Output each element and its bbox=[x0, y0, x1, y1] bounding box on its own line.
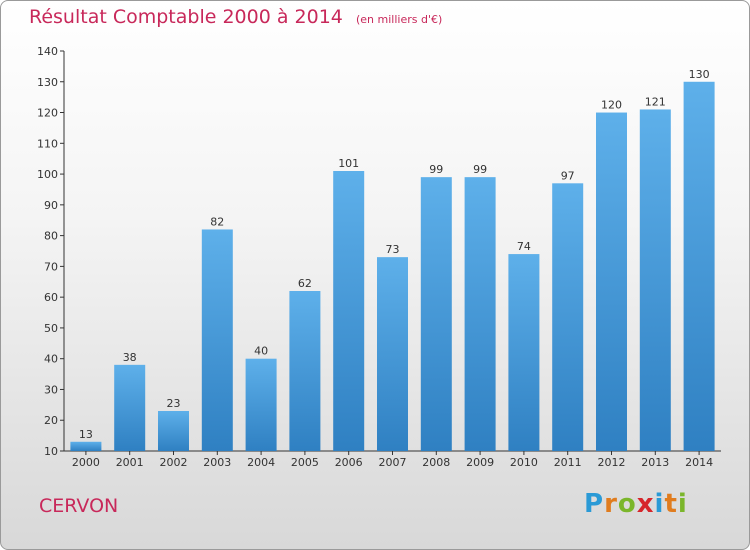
y-tick-label: 90 bbox=[44, 199, 58, 212]
y-tick-label: 20 bbox=[44, 414, 58, 427]
data-label: 62 bbox=[298, 277, 312, 290]
x-tick-label: 2014 bbox=[685, 456, 713, 469]
bar bbox=[639, 109, 671, 451]
bar bbox=[114, 364, 146, 451]
data-label: 40 bbox=[254, 345, 268, 358]
chart-title: Résultat Comptable 2000 à 2014 (en milli… bbox=[29, 6, 442, 28]
data-label: 120 bbox=[601, 99, 622, 112]
y-tick-label: 140 bbox=[37, 45, 58, 58]
x-tick-label: 2001 bbox=[116, 456, 144, 469]
x-tick-label: 2008 bbox=[422, 456, 450, 469]
labels: 2000 13 2001 38 2002 23 2003 82 2004 40 2005 62 2006… bbox=[72, 68, 713, 469]
data-label: 82 bbox=[210, 215, 224, 228]
bar bbox=[596, 112, 627, 452]
x-tick-label: 2003 bbox=[203, 456, 231, 469]
data-label: 101 bbox=[338, 157, 359, 170]
title-unit: (en milliers d'€) bbox=[355, 13, 443, 26]
data-label: 99 bbox=[429, 163, 443, 176]
logo-letter: P bbox=[584, 489, 605, 519]
bar bbox=[683, 81, 715, 452]
proxiti-logo: Proxiti bbox=[584, 489, 688, 519]
bar bbox=[245, 358, 277, 451]
x-tick-label: 2000 bbox=[72, 456, 100, 469]
x-tick-label: 2012 bbox=[598, 456, 626, 469]
bar bbox=[158, 411, 189, 451]
bar bbox=[333, 171, 365, 451]
x-tick-label: 2007 bbox=[379, 456, 407, 469]
logo-letter: i bbox=[654, 489, 665, 519]
y-tick-label: 70 bbox=[44, 260, 58, 273]
x-tick-label: 2002 bbox=[160, 456, 188, 469]
bar bbox=[420, 177, 452, 451]
data-label: 23 bbox=[167, 397, 181, 410]
logo-letter: x bbox=[636, 489, 655, 519]
logo-letter: o bbox=[617, 489, 637, 519]
data-label: 73 bbox=[386, 243, 400, 256]
x-tick-label: 2009 bbox=[466, 456, 494, 469]
data-label: 99 bbox=[473, 163, 487, 176]
y-tick-label: 100 bbox=[37, 168, 58, 181]
commune-name: CERVON bbox=[39, 495, 119, 517]
bar bbox=[70, 441, 102, 451]
x-tick-label: 2005 bbox=[291, 456, 319, 469]
y-tick-label: 110 bbox=[37, 137, 58, 150]
x-tick-label: 2013 bbox=[641, 456, 669, 469]
x-tick-label: 2006 bbox=[335, 456, 363, 469]
x-tick-label: 2004 bbox=[247, 456, 275, 469]
bar bbox=[289, 291, 321, 451]
y-tick-label: 40 bbox=[44, 353, 58, 366]
bar bbox=[552, 183, 584, 452]
bar bbox=[464, 177, 496, 451]
y-tick-label: 50 bbox=[44, 322, 58, 335]
data-label: 130 bbox=[689, 68, 710, 81]
y-tick-label: 30 bbox=[44, 383, 58, 396]
data-label: 74 bbox=[517, 240, 531, 253]
bar bbox=[508, 254, 540, 451]
data-label: 121 bbox=[645, 95, 666, 108]
logo-letter: t bbox=[664, 489, 678, 519]
logo-letter: i bbox=[677, 489, 688, 519]
y-tick-label: 120 bbox=[37, 107, 58, 120]
data-label: 97 bbox=[561, 169, 575, 182]
y-tick-label: 80 bbox=[44, 230, 58, 243]
y-tick-label: 10 bbox=[44, 445, 58, 458]
x-tick-label: 2011 bbox=[554, 456, 582, 469]
y-tick-label: 130 bbox=[37, 76, 58, 89]
x-tick-label: 2010 bbox=[510, 456, 538, 469]
title-main: Résultat Comptable 2000 à 2014 bbox=[29, 6, 343, 28]
logo-letter: r bbox=[604, 489, 618, 519]
data-label: 13 bbox=[79, 428, 93, 441]
bars bbox=[70, 81, 715, 452]
bar bbox=[201, 229, 233, 451]
y-tick-label: 60 bbox=[44, 291, 58, 304]
bar bbox=[377, 257, 408, 451]
data-label: 38 bbox=[123, 351, 137, 364]
